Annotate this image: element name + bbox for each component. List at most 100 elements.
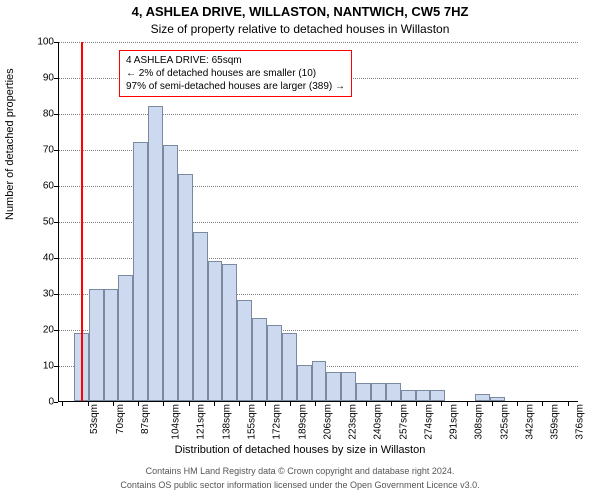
- histogram-bar: [148, 106, 163, 401]
- histogram-bar: [297, 365, 312, 401]
- y-tick-mark: [54, 330, 58, 331]
- x-tick-mark: [542, 402, 543, 406]
- histogram-bar: [193, 232, 208, 401]
- histogram-bar: [222, 264, 237, 401]
- x-tick-label: 240sqm: [373, 404, 384, 440]
- x-tick-mark: [214, 402, 215, 406]
- histogram-bar: [178, 174, 193, 401]
- histogram-bar: [356, 383, 371, 401]
- x-tick-mark: [416, 402, 417, 406]
- histogram-bar: [371, 383, 386, 401]
- marker-line: [81, 42, 83, 401]
- x-tick-label: 342sqm: [524, 404, 535, 440]
- histogram-bar: [133, 142, 148, 401]
- x-tick-label: 274sqm: [423, 404, 434, 440]
- x-tick-mark: [340, 402, 341, 406]
- y-tick-mark: [54, 294, 58, 295]
- x-tick-mark: [239, 402, 240, 406]
- y-tick-label: 10: [43, 361, 54, 372]
- histogram-bar: [267, 325, 282, 401]
- x-tick-label: 87sqm: [140, 404, 151, 434]
- x-tick-label: 257sqm: [398, 404, 409, 440]
- footer-line-2: Contains OS public sector information li…: [0, 480, 600, 490]
- histogram-bar: [89, 289, 104, 401]
- chart-title: 4, ASHLEA DRIVE, WILLASTON, NANTWICH, CW…: [0, 4, 600, 19]
- x-tick-label: 53sqm: [89, 404, 100, 434]
- x-tick-mark: [366, 402, 367, 406]
- x-tick-mark: [517, 402, 518, 406]
- histogram-bar: [475, 394, 490, 401]
- histogram-bar: [118, 275, 133, 401]
- chart-subtitle: Size of property relative to detached ho…: [0, 22, 600, 36]
- y-tick-mark: [54, 222, 58, 223]
- x-tick-label: 70sqm: [115, 404, 126, 434]
- chart-container: 4, ASHLEA DRIVE, WILLASTON, NANTWICH, CW…: [0, 0, 600, 500]
- x-tick-mark: [568, 402, 569, 406]
- x-tick-mark: [492, 402, 493, 406]
- x-tick-mark: [113, 402, 114, 406]
- footer-line-1: Contains HM Land Registry data © Crown c…: [0, 466, 600, 476]
- x-tick-label: 155sqm: [247, 404, 258, 440]
- x-tick-mark: [265, 402, 266, 406]
- y-tick-mark: [54, 150, 58, 151]
- x-tick-label: 308sqm: [474, 404, 485, 440]
- x-tick-mark: [88, 402, 89, 406]
- x-tick-label: 138sqm: [221, 404, 232, 440]
- plot-area: 4 ASHLEA DRIVE: 65sqm← 2% of detached ho…: [58, 42, 578, 402]
- histogram-bar: [208, 261, 223, 401]
- histogram-bar: [430, 390, 445, 401]
- x-tick-label: 206sqm: [322, 404, 333, 440]
- x-tick-label: 104sqm: [171, 404, 182, 440]
- x-tick-mark: [315, 402, 316, 406]
- y-tick-mark: [54, 402, 58, 403]
- y-tick-label: 100: [37, 37, 54, 48]
- x-tick-mark: [391, 402, 392, 406]
- x-axis-label: Distribution of detached houses by size …: [0, 444, 600, 456]
- histogram-bar: [416, 390, 431, 401]
- histogram-bar: [282, 333, 297, 401]
- annotation-line: 4 ASHLEA DRIVE: 65sqm: [126, 54, 345, 67]
- y-tick-label: 90: [43, 73, 54, 84]
- x-tick-label: 359sqm: [550, 404, 561, 440]
- y-tick-label: 60: [43, 181, 54, 192]
- histogram-bar: [341, 372, 356, 401]
- y-tick-mark: [54, 114, 58, 115]
- histogram-bar: [490, 397, 505, 401]
- x-tick-mark: [163, 402, 164, 406]
- x-tick-label: 376sqm: [575, 404, 586, 440]
- histogram-bar: [401, 390, 416, 401]
- y-tick-mark: [54, 78, 58, 79]
- x-tick-mark: [441, 402, 442, 406]
- x-tick-mark: [138, 402, 139, 406]
- x-tick-label: 189sqm: [297, 404, 308, 440]
- annotation-line: ← 2% of detached houses are smaller (10): [126, 67, 345, 80]
- grid-line: [59, 114, 578, 115]
- histogram-bar: [163, 145, 178, 401]
- x-tick-mark: [62, 402, 63, 406]
- histogram-bar: [104, 289, 119, 401]
- y-tick-label: 40: [43, 253, 54, 264]
- y-tick-label: 30: [43, 289, 54, 300]
- y-axis-label: Number of detached properties: [4, 68, 16, 220]
- y-tick-label: 80: [43, 109, 54, 120]
- x-tick-label: 172sqm: [272, 404, 283, 440]
- y-tick-label: 70: [43, 145, 54, 156]
- y-tick-label: 20: [43, 325, 54, 336]
- x-tick-label: 291sqm: [449, 404, 460, 440]
- x-tick-label: 121sqm: [196, 404, 207, 440]
- y-tick-mark: [54, 42, 58, 43]
- x-tick-mark: [467, 402, 468, 406]
- y-tick-mark: [54, 186, 58, 187]
- y-tick-mark: [54, 258, 58, 259]
- annotation-box: 4 ASHLEA DRIVE: 65sqm← 2% of detached ho…: [119, 50, 352, 97]
- histogram-bar: [386, 383, 401, 401]
- x-tick-label: 223sqm: [348, 404, 359, 440]
- y-tick-mark: [54, 366, 58, 367]
- x-tick-mark: [290, 402, 291, 406]
- annotation-line: 97% of semi-detached houses are larger (…: [126, 80, 345, 93]
- grid-line: [59, 42, 578, 43]
- histogram-bar: [252, 318, 267, 401]
- x-tick-mark: [189, 402, 190, 406]
- histogram-bar: [237, 300, 252, 401]
- x-tick-label: 325sqm: [499, 404, 510, 440]
